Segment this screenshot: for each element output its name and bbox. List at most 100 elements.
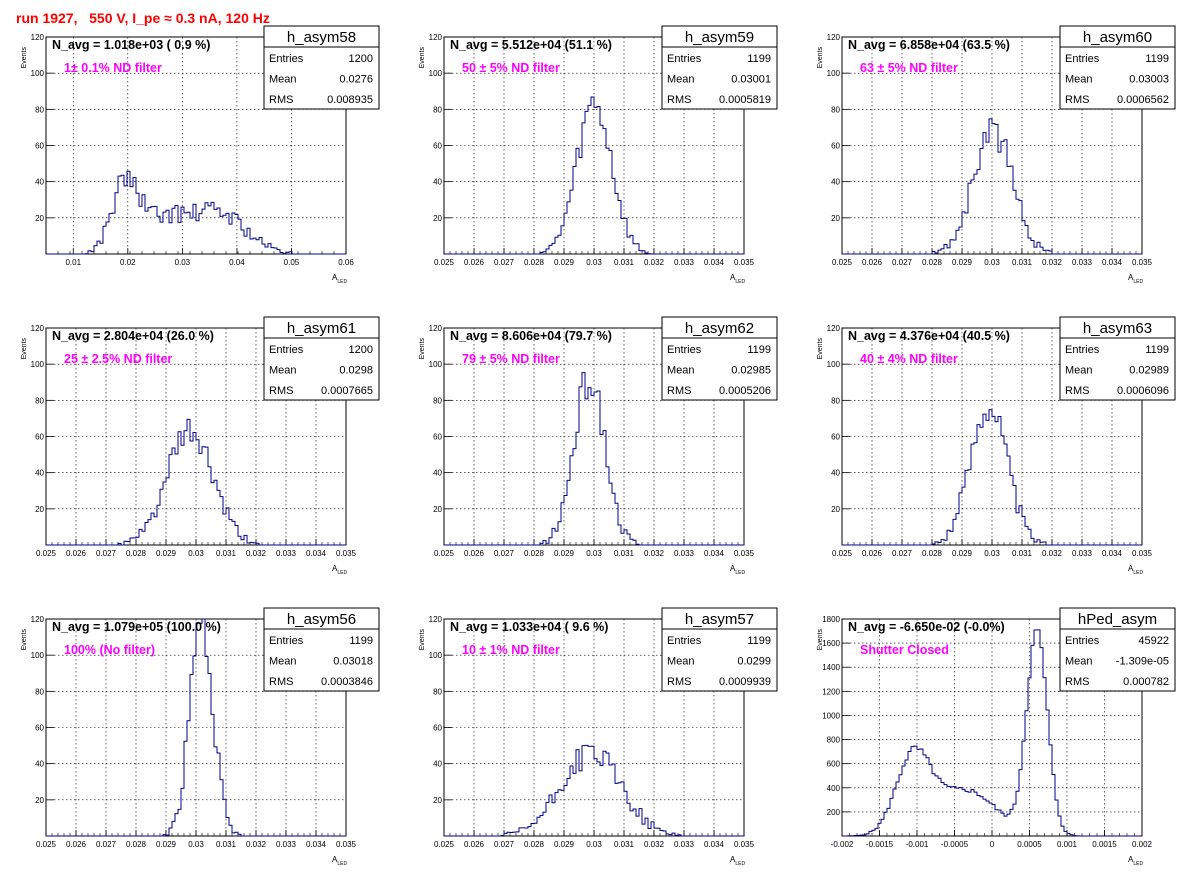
y-tick-label: 60 xyxy=(831,433,840,442)
stat-value: 0.0006562 xyxy=(1117,94,1169,106)
stat-value: 0.0276 xyxy=(339,74,373,86)
x-tick-label: 0.034 xyxy=(704,258,725,267)
y-tick-label: 120 xyxy=(827,33,841,42)
stat-label: Entries xyxy=(269,53,304,65)
stat-value: 0.02989 xyxy=(1129,365,1169,377)
x-axis-label: ALED xyxy=(1128,273,1143,285)
y-tick-label: 100 xyxy=(429,69,443,78)
navg-label: N_avg = 8.606e+04 (79.7 %) xyxy=(450,329,612,343)
x-tick-label: 0.031 xyxy=(1012,549,1033,558)
page-title: run 1927, 550 V, I_pe ≈ 0.3 nA, 120 Hz xyxy=(16,10,270,26)
y-tick-label: 80 xyxy=(35,105,44,114)
stat-label: Mean xyxy=(269,656,297,668)
x-tick-label: 0.031 xyxy=(614,258,635,267)
x-tick-label: 0.002 xyxy=(1132,840,1153,849)
x-tick-label: -0.0005 xyxy=(941,840,969,849)
x-axis-label-main: A xyxy=(332,273,338,282)
y-tick-label: 120 xyxy=(31,615,45,624)
y-tick-label: 20 xyxy=(831,214,840,223)
y-tick-label: 80 xyxy=(831,396,840,405)
filter-annotation: 10 ± 1% ND filter xyxy=(462,643,560,657)
x-tick-label: 0.026 xyxy=(66,840,87,849)
x-axis-label-sub: LED xyxy=(1133,570,1143,576)
x-tick-label: 0.03 xyxy=(586,258,602,267)
y-tick-label: 60 xyxy=(35,142,44,151)
stat-label: Mean xyxy=(1065,74,1093,86)
histogram-panel-h_asym60: 0.025 0.026 0.027 0.028 0.029 0.03 0.031 0.032 0… xyxy=(817,25,1176,285)
x-tick-label: 0.03 xyxy=(586,549,602,558)
x-tick-label: 0 xyxy=(990,840,995,849)
stat-label: RMS xyxy=(1065,94,1089,106)
x-tick-label: 0.026 xyxy=(464,258,485,267)
x-tick-label: 0.035 xyxy=(734,258,755,267)
x-tick-label: 0.029 xyxy=(554,549,575,558)
stat-value: 0.0003846 xyxy=(321,676,373,688)
y-axis-label: Events xyxy=(419,629,426,651)
navg-label: N_avg = 1.018e+03 ( 0.9 %) xyxy=(52,38,210,52)
histogram-name: h_asym60 xyxy=(1083,29,1152,46)
y-tick-label: 120 xyxy=(31,33,45,42)
stat-value: 0.0299 xyxy=(737,656,771,668)
x-tick-label: 0.028 xyxy=(524,258,545,267)
navg-label: N_avg = 1.033e+04 ( 9.6 %) xyxy=(450,620,608,634)
y-tick-label: 120 xyxy=(429,615,443,624)
stat-value: 0.0005206 xyxy=(719,385,771,397)
histogram-panel-h_asym58: 0.01 0.02 0.03 0.04 0.05 0.06 20 40 60 80 100 120Ev… xyxy=(21,25,380,285)
y-tick-label: 80 xyxy=(433,687,442,696)
navg-label: N_avg = -6.650e-02 (-0.0%) xyxy=(848,620,1005,634)
y-tick-label: 20 xyxy=(831,505,840,514)
stats-box xyxy=(263,46,380,110)
x-tick-label: 0.025 xyxy=(434,549,455,558)
histogram-panel-h_asym59: 0.025 0.026 0.027 0.028 0.029 0.03 0.031 0.032 0… xyxy=(419,25,778,285)
y-tick-label: 100 xyxy=(31,360,45,369)
y-tick-label: 60 xyxy=(35,724,44,733)
x-tick-label: 0.028 xyxy=(524,840,545,849)
stat-label: Entries xyxy=(269,344,304,356)
histogram-name: h_asym56 xyxy=(287,611,356,628)
y-tick-label: 60 xyxy=(831,142,840,151)
histogram-panel-h_asym61: 0.025 0.026 0.027 0.028 0.029 0.03 0.031 0.032 0… xyxy=(21,316,380,576)
x-tick-label: 0.02 xyxy=(120,258,136,267)
y-axis-label: Events xyxy=(21,47,28,69)
stat-value: 1200 xyxy=(349,344,373,356)
x-tick-label: 0.033 xyxy=(276,549,297,558)
x-tick-label: 0.027 xyxy=(494,258,515,267)
x-tick-label: 0.026 xyxy=(66,549,87,558)
x-tick-label: 0.025 xyxy=(36,549,57,558)
x-tick-label: 0.04 xyxy=(229,258,245,267)
stat-label: Mean xyxy=(1065,365,1093,377)
y-tick-label: 20 xyxy=(433,214,442,223)
x-tick-label: 0.05 xyxy=(284,258,300,267)
x-tick-label: 0.027 xyxy=(494,840,515,849)
x-tick-label: 0.03 xyxy=(984,549,1000,558)
x-axis-label-sub: LED xyxy=(337,279,347,285)
x-tick-label: 0.032 xyxy=(1042,549,1063,558)
histogram-series xyxy=(46,170,346,255)
y-tick-label: 600 xyxy=(827,760,841,769)
x-tick-label: 0.001 xyxy=(1057,840,1078,849)
y-tick-label: 100 xyxy=(429,360,443,369)
y-tick-label: 120 xyxy=(31,324,45,333)
x-tick-label: 0.03 xyxy=(188,549,204,558)
stats-box xyxy=(263,628,380,692)
x-tick-label: 0.029 xyxy=(554,258,575,267)
y-tick-label: 100 xyxy=(429,651,443,660)
stat-label: RMS xyxy=(667,385,691,397)
x-tick-label: 0.032 xyxy=(644,549,665,558)
x-axis-label-main: A xyxy=(332,855,338,864)
stats-box xyxy=(661,46,778,110)
x-tick-label: 0.034 xyxy=(306,840,327,849)
y-tick-label: 1000 xyxy=(822,711,840,720)
stat-value: 0.0009939 xyxy=(719,676,771,688)
x-tick-label: 0.03 xyxy=(188,840,204,849)
stat-value: 0.0298 xyxy=(339,365,373,377)
stat-value: 45922 xyxy=(1138,635,1169,647)
x-axis-label-main: A xyxy=(1128,564,1134,573)
x-tick-label: 0.026 xyxy=(464,840,485,849)
y-tick-label: 40 xyxy=(35,178,44,187)
x-axis-label: ALED xyxy=(1128,855,1143,867)
histogram-panel-h_asym57: 0.025 0.026 0.027 0.028 0.029 0.03 0.031 0.032 0… xyxy=(419,607,778,867)
y-tick-label: 80 xyxy=(433,396,442,405)
x-tick-label: 0.027 xyxy=(96,549,117,558)
x-axis-label-sub: LED xyxy=(1133,861,1143,867)
